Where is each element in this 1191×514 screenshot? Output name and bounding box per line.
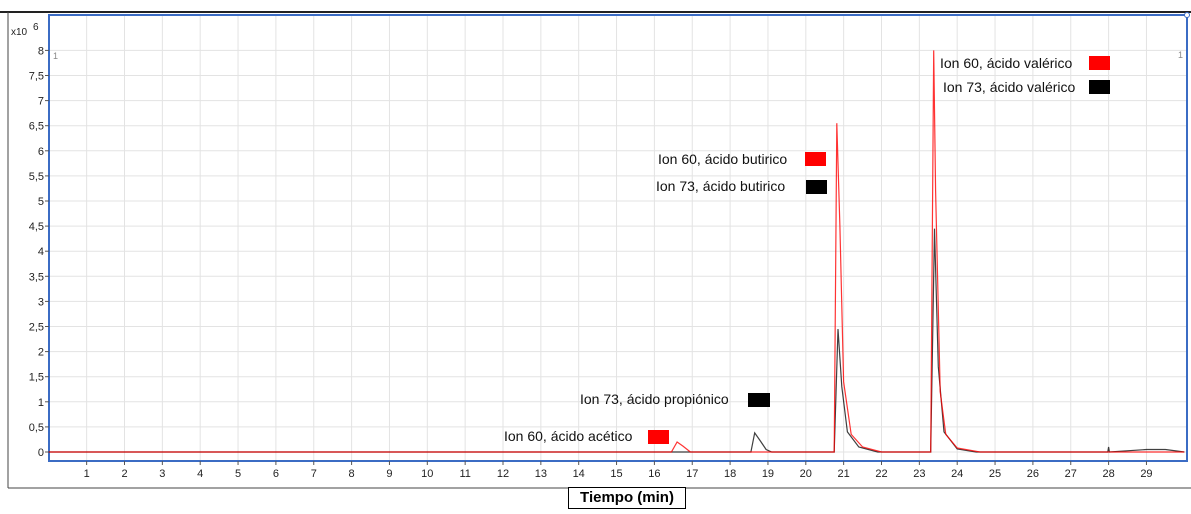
x-tick-label: 29 [1140,468,1152,480]
x-tick-label: 14 [573,468,585,480]
y-tick-label: 7 [38,96,44,108]
annotation-text: Ion 73, ácido butirico [656,178,785,194]
y-tick-label: 6 [38,146,44,158]
y-tick-label: 3,5 [29,271,44,283]
x-tick-label: 17 [686,468,698,480]
y-tick-label: 6,5 [29,121,44,133]
y-tick-label: 0,5 [29,422,44,434]
annotation-text: Ion 73, ácido propiónico [580,391,729,407]
x-tick-label: 26 [1027,468,1039,480]
x-tick-label: 20 [800,468,812,480]
legend-marker-red [648,430,669,444]
annotation-text: Ion 60, ácido acético [504,428,633,444]
annotation-text: Ion 73, ácido valérico [943,79,1076,95]
y-tick-label: 0 [38,447,44,459]
x-tick-label: 19 [762,468,774,480]
grid-lines [50,16,1186,460]
x-tick-label: 8 [349,468,355,480]
corner-label-right: 1 [1178,50,1183,60]
legend-marker-black [748,393,770,407]
legend-marker-black [806,180,827,194]
y-axis: 0 0,5 1 1,5 2 2,5 3 3,5 4 4,5 5 5,5 6 6,5 7 7,5 8 [29,45,49,459]
x-tick-label: 4 [197,468,203,480]
y-tick-label: 2 [38,347,44,359]
y-tick-label: 5,5 [29,171,44,183]
x-tick-label: 23 [913,468,925,480]
x-tick-label: 16 [648,468,660,480]
series-line-ion73 [48,228,1185,453]
x-tick-label: 10 [421,468,433,480]
y-tick-label: 4,5 [29,221,44,233]
x-tick-label: 7 [311,468,317,480]
annotation-text: Ion 60, ácido valérico [940,55,1073,71]
x-tick-label: 13 [535,468,547,480]
x-tick-label: 28 [1102,468,1114,480]
series-line-ion60 [48,50,1185,453]
x-axis-label: Tiempo (min) [568,487,686,509]
y-tick-label: 5 [38,196,44,208]
x-tick-label: 24 [951,468,963,480]
x-tick-label: 2 [121,468,127,480]
x-tick-label: 3 [159,468,165,480]
x-tick-label: 9 [386,468,392,480]
x-tick-label: 12 [497,468,509,480]
frame-corner-handle [1184,12,1190,18]
x-tick-label: 6 [273,468,279,480]
corner-label-left: 1 [53,51,58,61]
annotation-ion73-butirico: Ion 73, ácido butirico [656,178,827,194]
x-tick-label: 15 [610,468,622,480]
y-tick-label: 4 [38,246,44,258]
x-tick-label: 1 [84,468,90,480]
x-tick-label: 27 [1065,468,1077,480]
x-tick-label: 25 [989,468,1001,480]
annotation-ion60-butirico: Ion 60, ácido butirico [658,151,826,167]
annotation-ion60-acetico: Ion 60, ácido acético [504,428,669,444]
legend-marker-red [805,152,826,166]
annotation-ion73-propionico: Ion 73, ácido propiónico [580,391,770,407]
annotation-ion60-valerico: Ion 60, ácido valérico [940,55,1110,71]
y-multiplier-exponent: 6 [33,22,39,33]
y-tick-label: 7,5 [29,71,44,83]
annotation-ion73-valerico: Ion 73, ácido valérico [943,79,1110,95]
y-tick-label: 1 [38,397,44,409]
y-tick-label: 2,5 [29,322,44,334]
x-tick-label: 5 [235,468,241,480]
y-multiplier-label: x10 [11,27,28,38]
legend-marker-black [1089,80,1110,94]
legend-marker-red [1089,56,1110,70]
y-tick-label: 3 [38,296,44,308]
x-tick-label: 11 [459,468,470,480]
x-axis: 1 2 3 4 5 6 7 8 9 10 11 12 13 14 15 16 17 18 19 20 21 22 23 24 2… [84,461,1153,480]
y-tick-label: 8 [38,45,44,57]
y-tick-label: 1,5 [29,372,44,384]
annotation-text: Ion 60, ácido butirico [658,151,787,167]
x-tick-label: 18 [724,468,736,480]
x-tick-label: 21 [838,468,850,480]
x-tick-label: 22 [875,468,887,480]
plot-frame [48,14,1188,462]
